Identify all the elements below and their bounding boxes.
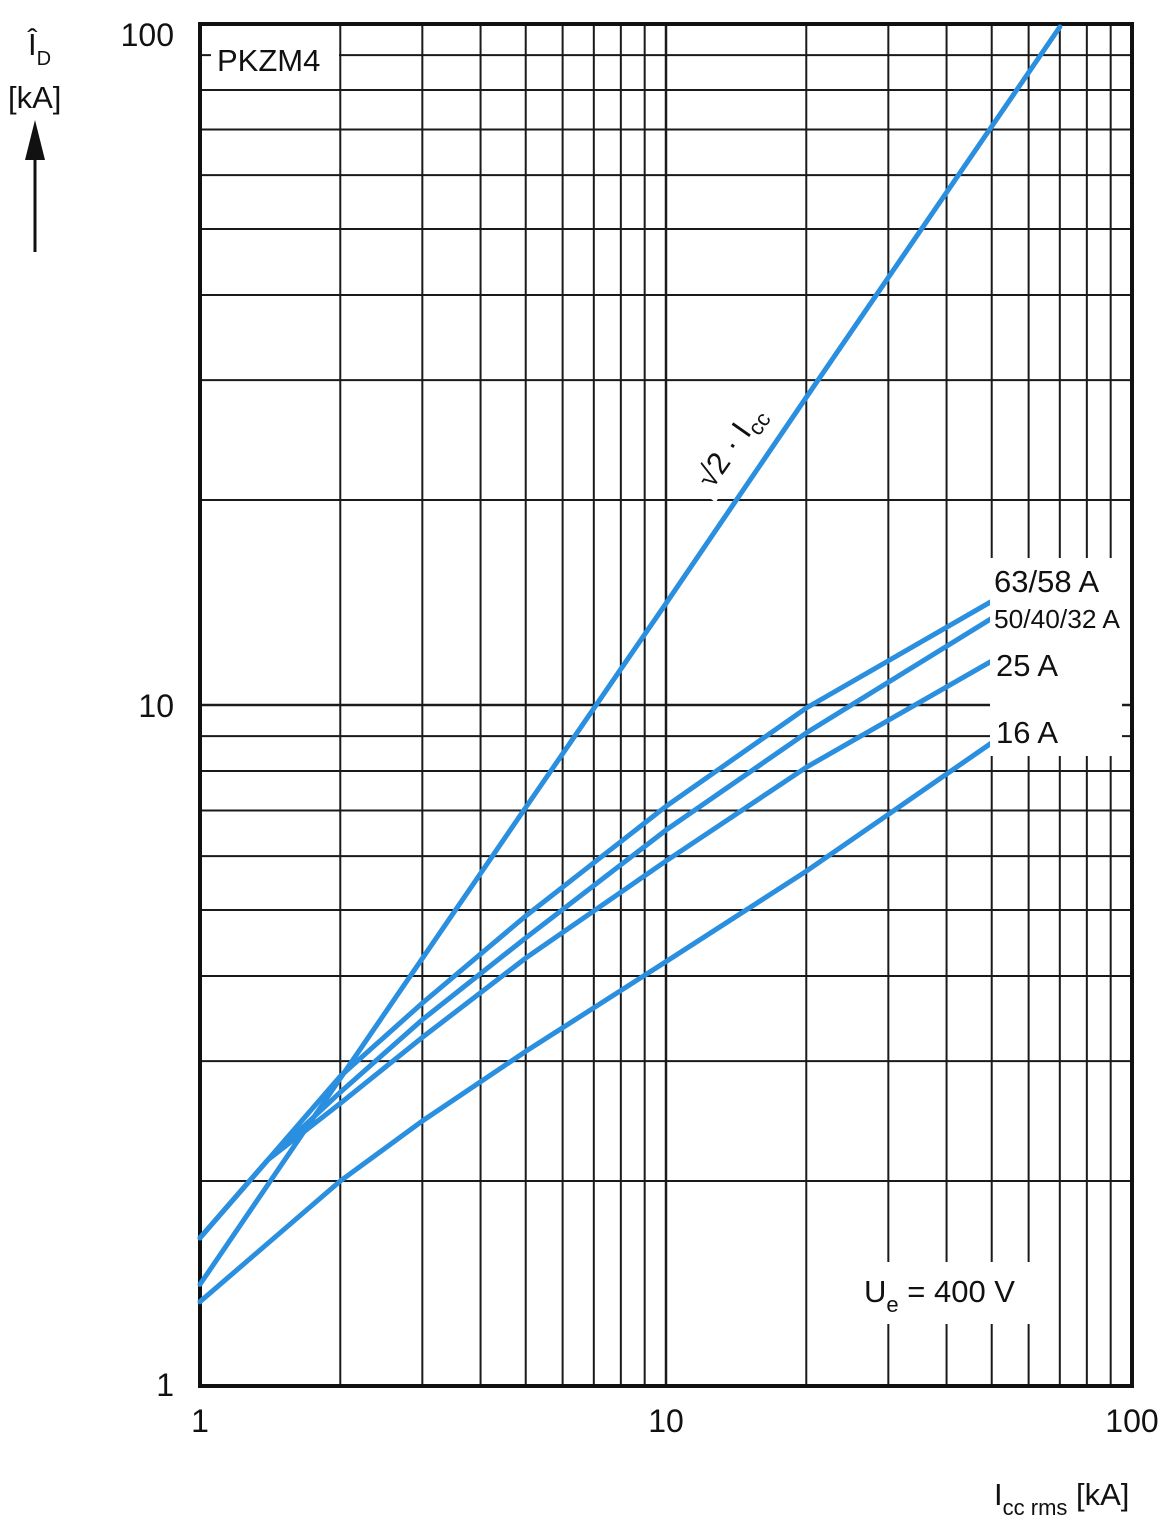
series-line-1 (197, 598, 995, 1241)
x-axis-label: Icc rms [kA] (994, 1477, 1129, 1520)
chart-title: PKZM4 (217, 43, 320, 78)
y-tick-label: 100 (121, 17, 174, 53)
x-tick-label: 10 (648, 1403, 684, 1439)
series-lines (197, 24, 1063, 1305)
y-tick-label: 1 (156, 1367, 174, 1403)
y-axis-unit: [kA] (8, 80, 61, 115)
plot-frame (198, 22, 1134, 1388)
x-tick-label: 100 (1105, 1403, 1158, 1439)
series-line-4 (197, 740, 995, 1305)
tick-labels: 1 10 100 1 10 100 (121, 17, 1159, 1439)
voltage-annotation: Ue = 400 V (864, 1274, 1015, 1317)
title-box (211, 38, 339, 82)
annotation-box (860, 1262, 1044, 1324)
y-tick-label: 10 (138, 688, 174, 724)
series-label-50-40-32a: 50/40/32 A (994, 604, 1121, 634)
series-label-sqrt2-icc: √2 · Icc (681, 388, 779, 503)
plot-border (198, 22, 1134, 1388)
series-label-25a: 25 A (996, 648, 1058, 683)
series-line-3 (197, 658, 995, 1241)
x-tick-label: 1 (191, 1403, 209, 1439)
series-label-box (990, 558, 1122, 756)
y-axis-label: ÎD (27, 27, 51, 70)
series-line-2 (197, 615, 995, 1241)
series-label-16a: 16 A (996, 715, 1058, 750)
arrow-up-icon (25, 120, 45, 252)
series-label-63-58a: 63/58 A (994, 564, 1099, 599)
